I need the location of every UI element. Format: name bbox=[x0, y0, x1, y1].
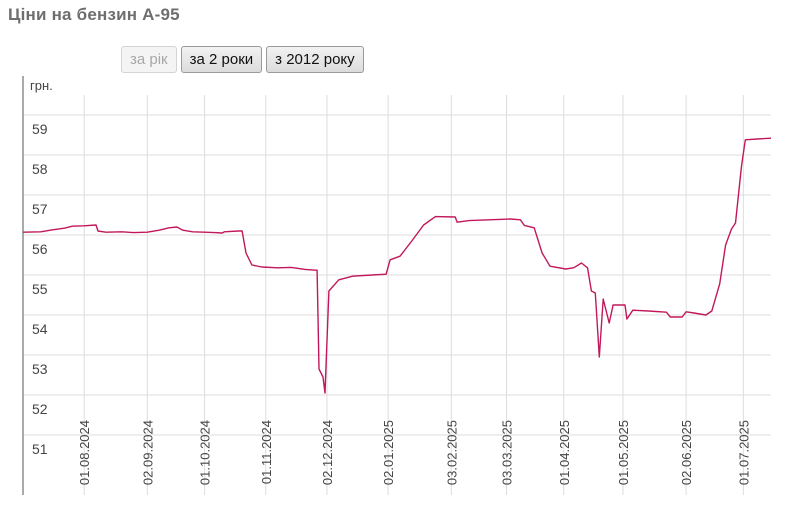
y-tick-label: 58 bbox=[32, 161, 48, 177]
range-selector: за рік за 2 роки з 2012 року bbox=[121, 46, 364, 73]
x-tick-label: 01.08.2024 bbox=[77, 420, 92, 485]
x-tick-label: 01.04.2025 bbox=[557, 420, 572, 485]
x-tick-label: 01.11.2024 bbox=[259, 420, 274, 484]
y-tick-label: 52 bbox=[32, 401, 48, 417]
x-tick-labels: 01.08.2024 02.09.2024 01.10.2024 01.11.2024… bbox=[77, 420, 751, 485]
series bbox=[22, 137, 772, 394]
y-tick-label: 51 bbox=[32, 441, 48, 457]
x-tick-label: 01.05.2025 bbox=[616, 420, 631, 485]
y-tick-label: 53 bbox=[32, 361, 48, 377]
series-line-a95-price bbox=[22, 137, 772, 394]
x-tick-label: 02.12.2024 bbox=[320, 420, 335, 485]
range-since-2012-button[interactable]: з 2012 року bbox=[266, 46, 364, 73]
x-tick-label: 02.06.2025 bbox=[679, 420, 694, 485]
range-1-year-button[interactable]: за рік bbox=[121, 46, 177, 73]
x-tick-label: 02.09.2024 bbox=[140, 420, 155, 485]
grid bbox=[23, 95, 771, 495]
y-tick-label: 55 bbox=[32, 281, 48, 297]
y-tick-label: 59 bbox=[32, 121, 48, 137]
y-tick-label: 56 bbox=[32, 241, 48, 257]
x-tick-label: 01.07.2025 bbox=[736, 420, 751, 485]
x-tick-label: 03.03.2025 bbox=[500, 420, 515, 485]
y-tick-labels: 51 52 53 54 55 56 57 58 59 bbox=[32, 121, 48, 457]
x-tick-label: 02.01.2025 bbox=[381, 420, 396, 485]
range-2-years-button[interactable]: за 2 роки bbox=[180, 46, 263, 73]
y-tick-label: 54 bbox=[32, 321, 48, 337]
y-tick-label: 57 bbox=[32, 201, 48, 217]
y-axis-label: грн. bbox=[30, 78, 53, 93]
x-tick-label: 03.02.2025 bbox=[444, 420, 459, 485]
x-tick-label: 01.10.2024 bbox=[198, 420, 213, 485]
page-title: Ціни на бензин А-95 bbox=[8, 5, 180, 24]
axes: грн. bbox=[22, 76, 53, 495]
